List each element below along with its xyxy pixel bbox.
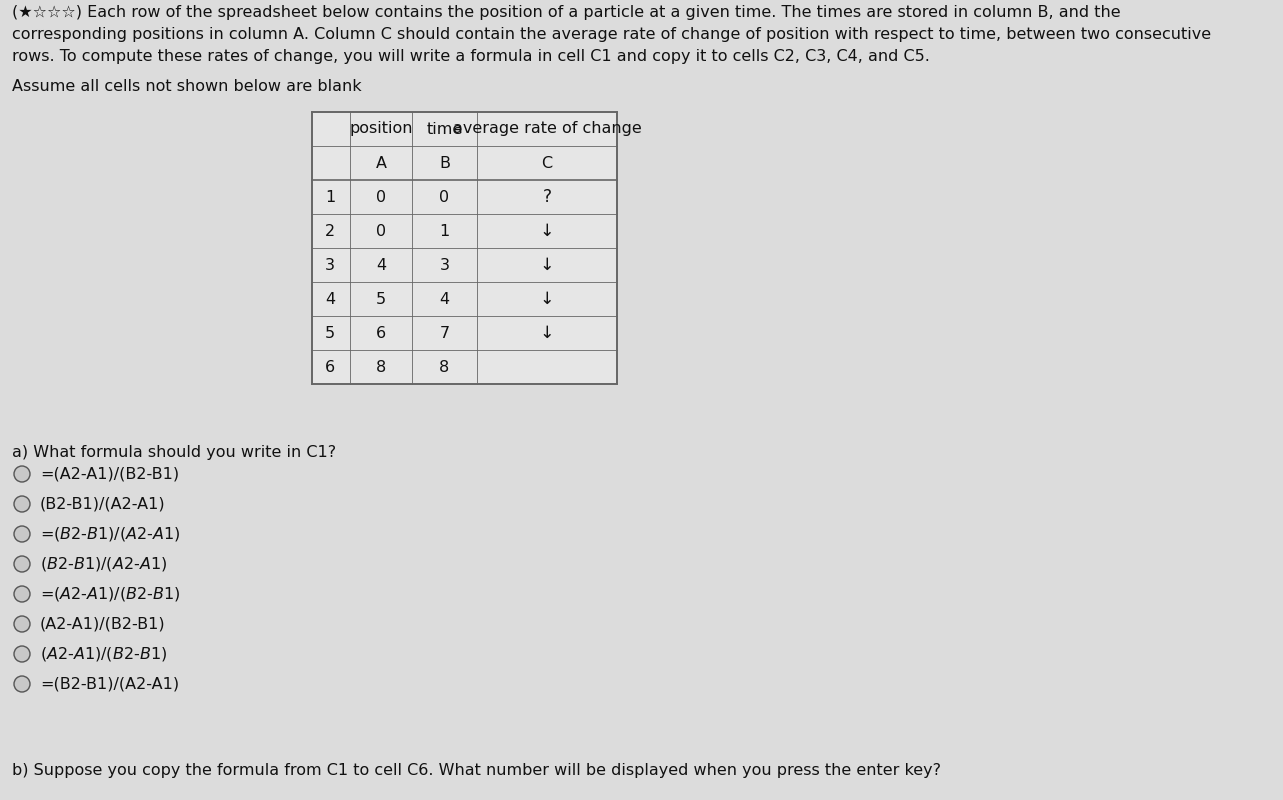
Text: =(B2-B1)/(A2-A1): =(B2-B1)/(A2-A1) xyxy=(40,677,180,691)
Text: 7: 7 xyxy=(440,326,449,341)
Text: time: time xyxy=(426,122,463,137)
Text: =($A$2-$A$1)/($B$2-$B$1): =($A$2-$A$1)/($B$2-$B$1) xyxy=(40,585,181,603)
Text: 2: 2 xyxy=(325,223,335,238)
Text: average rate of change: average rate of change xyxy=(453,122,642,137)
Text: (B2-B1)/(A2-A1): (B2-B1)/(A2-A1) xyxy=(40,497,166,511)
Circle shape xyxy=(14,616,30,632)
Text: Assume all cells not shown below are blank: Assume all cells not shown below are bla… xyxy=(12,79,362,94)
Text: rows. To compute these rates of change, you will write a formula in cell C1 and : rows. To compute these rates of change, … xyxy=(12,49,930,64)
Text: 4: 4 xyxy=(440,291,449,306)
Text: ($A$2-$A$1)/($B$2-$B$1): ($A$2-$A$1)/($B$2-$B$1) xyxy=(40,645,167,663)
Text: A: A xyxy=(376,155,386,170)
Text: ($B$2-$B$1)/($A$2-$A$1): ($B$2-$B$1)/($A$2-$A$1) xyxy=(40,555,167,573)
Text: 3: 3 xyxy=(440,258,449,273)
Circle shape xyxy=(14,556,30,572)
Circle shape xyxy=(14,496,30,512)
Text: b) Suppose you copy the formula from C1 to cell C6. What number will be displaye: b) Suppose you copy the formula from C1 … xyxy=(12,763,940,778)
Circle shape xyxy=(14,466,30,482)
Text: =(A2-A1)/(B2-B1): =(A2-A1)/(B2-B1) xyxy=(40,466,180,482)
Text: ?: ? xyxy=(543,188,552,206)
Text: 1: 1 xyxy=(439,223,449,238)
Text: 0: 0 xyxy=(376,190,386,205)
Text: B: B xyxy=(439,155,450,170)
Text: 4: 4 xyxy=(376,258,386,273)
Text: 1: 1 xyxy=(325,190,335,205)
Text: 8: 8 xyxy=(439,359,449,374)
Text: ↓: ↓ xyxy=(540,290,554,308)
Text: (★☆☆☆) Each row of the spreadsheet below contains the position of a particle at : (★☆☆☆) Each row of the spreadsheet below… xyxy=(12,5,1120,20)
Circle shape xyxy=(14,646,30,662)
Circle shape xyxy=(14,526,30,542)
Circle shape xyxy=(14,586,30,602)
Text: 5: 5 xyxy=(376,291,386,306)
Text: ↓: ↓ xyxy=(540,324,554,342)
Text: 8: 8 xyxy=(376,359,386,374)
Text: a) What formula should you write in C1?: a) What formula should you write in C1? xyxy=(12,445,336,460)
Text: position: position xyxy=(349,122,413,137)
Text: 3: 3 xyxy=(325,258,335,273)
Text: (A2-A1)/(B2-B1): (A2-A1)/(B2-B1) xyxy=(40,617,166,631)
Text: 6: 6 xyxy=(325,359,335,374)
Text: ↓: ↓ xyxy=(540,222,554,240)
Text: corresponding positions in column A. Column C should contain the average rate of: corresponding positions in column A. Col… xyxy=(12,27,1211,42)
Text: 4: 4 xyxy=(325,291,335,306)
Text: ↓: ↓ xyxy=(540,256,554,274)
Bar xyxy=(312,112,617,384)
Text: 0: 0 xyxy=(376,223,386,238)
Text: 0: 0 xyxy=(440,190,449,205)
Text: 6: 6 xyxy=(376,326,386,341)
Circle shape xyxy=(14,676,30,692)
Text: =($B$2-$B$1)/($A$2-$A$1): =($B$2-$B$1)/($A$2-$A$1) xyxy=(40,525,181,543)
Text: 5: 5 xyxy=(325,326,335,341)
Text: C: C xyxy=(541,155,553,170)
